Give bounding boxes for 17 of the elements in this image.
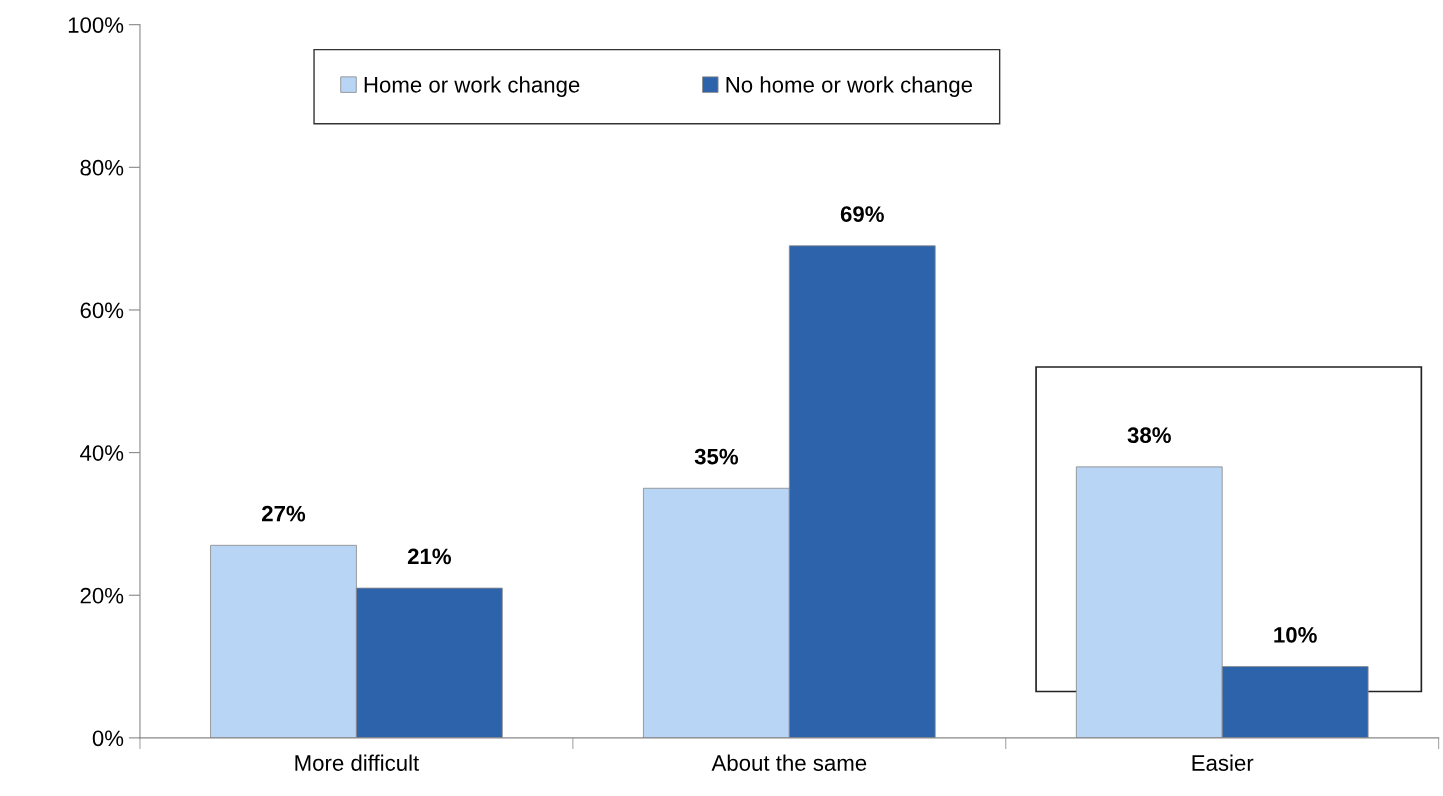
data-label: 69% — [840, 206, 884, 222]
legend-label: No home or work change — [726, 76, 973, 98]
data-label: 38% — [1127, 427, 1171, 444]
x-tick-label: Easier — [1192, 754, 1254, 771]
x-tick-label: More difficult — [295, 754, 420, 771]
data-label: 35% — [694, 448, 739, 465]
data-label: 10% — [1274, 627, 1317, 643]
y-tick-label: 100% — [68, 17, 124, 33]
data-label: 21% — [407, 548, 452, 565]
y-tick-label: 20% — [80, 587, 124, 604]
y-tick-label: 80% — [80, 159, 124, 176]
x-tick-label: About the same — [711, 754, 867, 771]
y-tick-label: 60% — [80, 302, 124, 319]
y-tick-label: 40% — [80, 445, 124, 461]
y-tick-label: 0% — [92, 730, 124, 747]
data-label: 27% — [262, 505, 306, 522]
legend-label: Home or work change — [364, 76, 580, 98]
